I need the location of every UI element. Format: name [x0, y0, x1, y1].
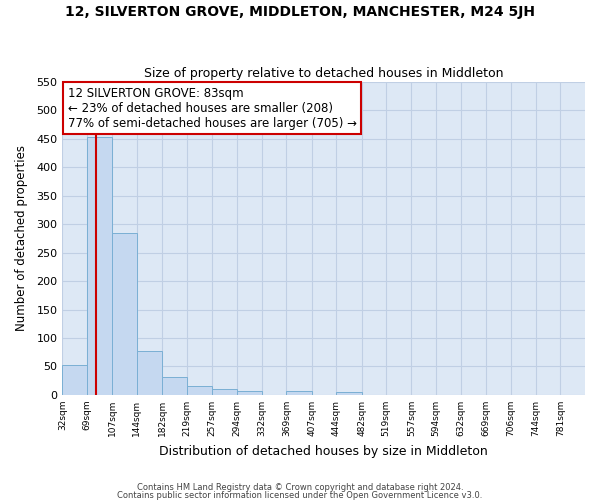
Bar — [236, 391, 262, 395]
Bar — [336, 392, 362, 395]
Bar — [112, 233, 137, 395]
Bar — [212, 389, 236, 395]
Text: Contains HM Land Registry data © Crown copyright and database right 2024.: Contains HM Land Registry data © Crown c… — [137, 484, 463, 492]
Bar — [162, 376, 187, 395]
Text: Contains public sector information licensed under the Open Government Licence v3: Contains public sector information licen… — [118, 490, 482, 500]
Bar — [286, 391, 311, 395]
Bar — [87, 137, 112, 395]
Y-axis label: Number of detached properties: Number of detached properties — [15, 146, 28, 332]
X-axis label: Distribution of detached houses by size in Middleton: Distribution of detached houses by size … — [159, 444, 488, 458]
Text: 12 SILVERTON GROVE: 83sqm
← 23% of detached houses are smaller (208)
77% of semi: 12 SILVERTON GROVE: 83sqm ← 23% of detac… — [68, 86, 356, 130]
Text: 12, SILVERTON GROVE, MIDDLETON, MANCHESTER, M24 5JH: 12, SILVERTON GROVE, MIDDLETON, MANCHEST… — [65, 5, 535, 19]
Title: Size of property relative to detached houses in Middleton: Size of property relative to detached ho… — [144, 66, 503, 80]
Bar — [137, 350, 162, 395]
Bar — [62, 365, 87, 395]
Bar — [187, 386, 212, 395]
